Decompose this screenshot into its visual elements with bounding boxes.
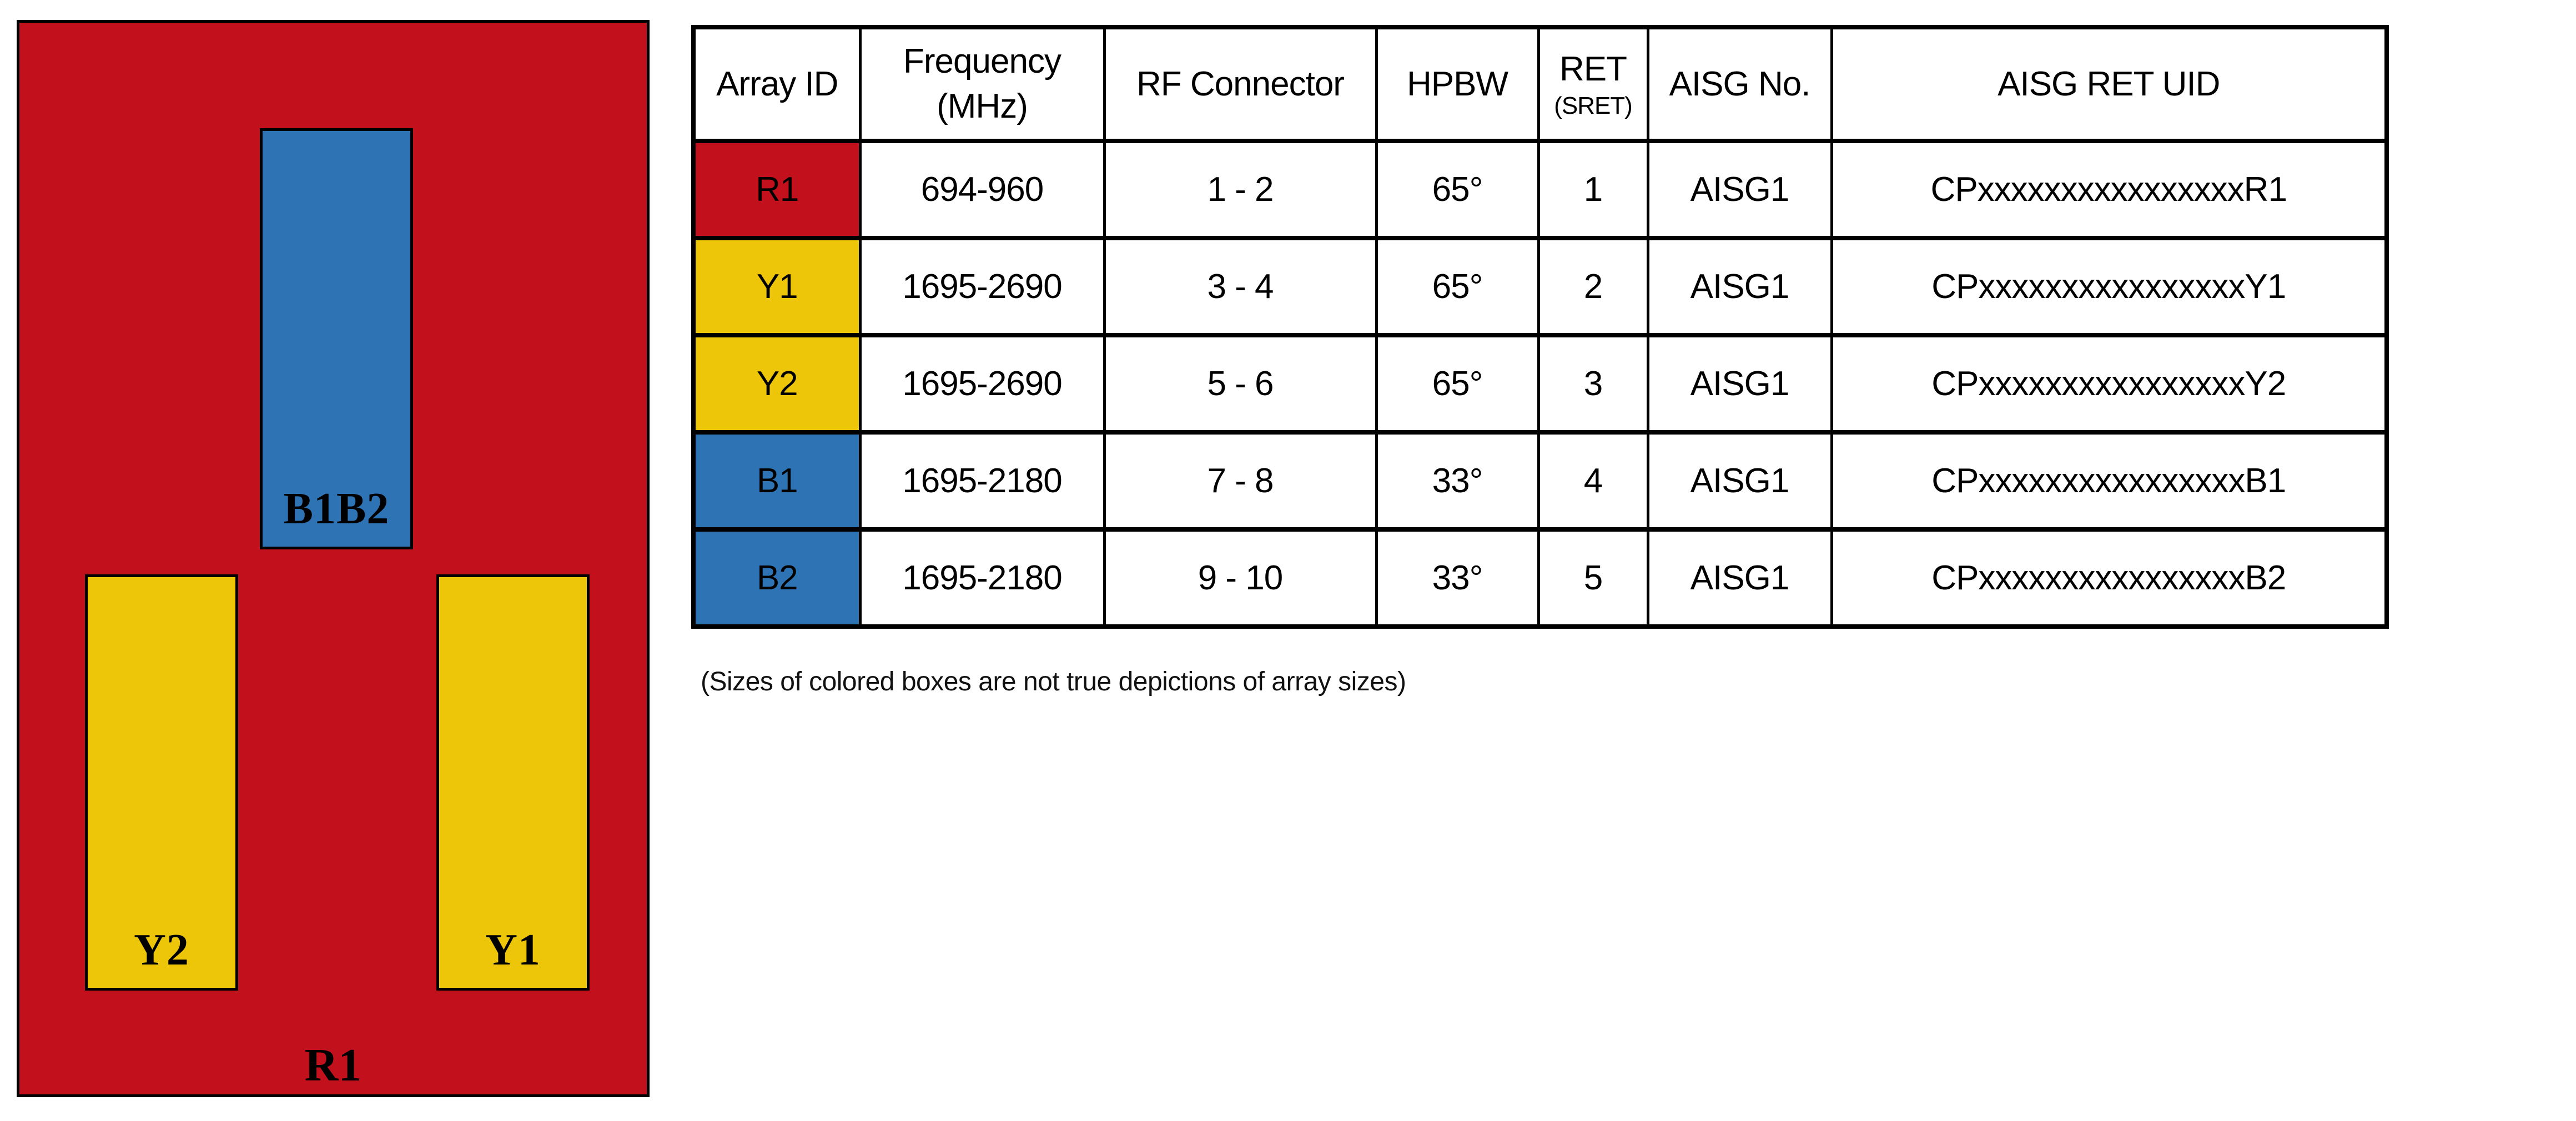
array-id-cell: R1 bbox=[692, 139, 862, 240]
aisg-ret-uid-cell: CPxxxxxxxxxxxxxxxxR1 bbox=[1830, 139, 2388, 240]
table-header-row: Array ID Frequency (MHz) RF Connector HP… bbox=[692, 25, 2388, 143]
frequency-cell: 694-960 bbox=[858, 139, 1106, 240]
array-box-y2: Y2 bbox=[85, 574, 238, 991]
col-header-aisg-ret-uid: AISG RET UID bbox=[1830, 25, 2388, 143]
col-header-frequency: Frequency (MHz) bbox=[858, 25, 1106, 143]
aisg-ret-uid-cell: CPxxxxxxxxxxxxxxxxB2 bbox=[1830, 527, 2388, 629]
array-base-r1-label: R1 bbox=[304, 1039, 362, 1091]
ret-cell: 3 bbox=[1537, 333, 1649, 435]
rf-connector-cell: 1 - 2 bbox=[1103, 139, 1378, 240]
col-header-hpbw: HPBW bbox=[1375, 25, 1540, 143]
frequency-header-line1: Frequency bbox=[903, 42, 1061, 80]
table-row-r1: R1 694-960 1 - 2 65° 1 AISG1 CPxxxxxxxxx… bbox=[692, 139, 2388, 240]
array-id-cell: Y2 bbox=[692, 333, 862, 435]
aisg-no-cell: AISG1 bbox=[1646, 430, 1833, 532]
table-row-b2: B2 1695-2180 9 - 10 33° 5 AISG1 CPxxxxxx… bbox=[692, 527, 2388, 629]
col-header-array-id: Array ID bbox=[692, 25, 862, 143]
frequency-cell: 1695-2180 bbox=[858, 430, 1106, 532]
aisg-no-cell: AISG1 bbox=[1646, 333, 1833, 435]
aisg-ret-uid-cell: CPxxxxxxxxxxxxxxxxB1 bbox=[1830, 430, 2388, 532]
array-box-b1b2-label: B1B2 bbox=[283, 484, 390, 533]
ret-cell: 4 bbox=[1537, 430, 1649, 532]
diagram-size-disclaimer: (Sizes of colored boxes are not true dep… bbox=[701, 667, 1406, 696]
frequency-cell: 1695-2690 bbox=[858, 333, 1106, 435]
array-id-cell: B2 bbox=[692, 527, 862, 629]
array-spec-table: Array ID Frequency (MHz) RF Connector HP… bbox=[691, 25, 2389, 629]
array-box-b1b2: B1B2 bbox=[260, 128, 413, 549]
antenna-array-diagram: B1B2 Y2 Y1 R1 bbox=[17, 20, 650, 1097]
frequency-cell: 1695-2690 bbox=[858, 236, 1106, 337]
frequency-cell: 1695-2180 bbox=[858, 527, 1106, 629]
hpbw-cell: 65° bbox=[1375, 333, 1540, 435]
ret-cell: 2 bbox=[1537, 236, 1649, 337]
array-id-cell: Y1 bbox=[692, 236, 862, 337]
hpbw-cell: 33° bbox=[1375, 430, 1540, 532]
aisg-ret-uid-cell: CPxxxxxxxxxxxxxxxxY2 bbox=[1830, 333, 2388, 435]
table-body: R1 694-960 1 - 2 65° 1 AISG1 CPxxxxxxxxx… bbox=[692, 139, 2388, 629]
frequency-header-line2: (MHz) bbox=[937, 87, 1028, 125]
rf-connector-cell: 9 - 10 bbox=[1103, 527, 1378, 629]
aisg-ret-uid-cell: CPxxxxxxxxxxxxxxxxY1 bbox=[1830, 236, 2388, 337]
aisg-no-cell: AISG1 bbox=[1646, 236, 1833, 337]
hpbw-cell: 65° bbox=[1375, 139, 1540, 240]
aisg-no-cell: AISG1 bbox=[1646, 139, 1833, 240]
aisg-no-cell: AISG1 bbox=[1646, 527, 1833, 629]
array-box-y1: Y1 bbox=[436, 574, 590, 991]
ret-cell: 5 bbox=[1537, 527, 1649, 629]
rf-connector-cell: 5 - 6 bbox=[1103, 333, 1378, 435]
rf-connector-cell: 7 - 8 bbox=[1103, 430, 1378, 532]
col-header-rf-connector: RF Connector bbox=[1103, 25, 1378, 143]
col-header-aisg-no: AISG No. bbox=[1646, 25, 1833, 143]
ret-header-line1: RET bbox=[1559, 49, 1627, 88]
hpbw-cell: 33° bbox=[1375, 527, 1540, 629]
ret-cell: 1 bbox=[1537, 139, 1649, 240]
table-row-y2: Y2 1695-2690 5 - 6 65° 3 AISG1 CPxxxxxxx… bbox=[692, 333, 2388, 435]
col-header-ret: RET (SRET) bbox=[1537, 25, 1649, 143]
array-box-y2-label: Y2 bbox=[134, 926, 189, 974]
hpbw-cell: 65° bbox=[1375, 236, 1540, 337]
table-row-y1: Y1 1695-2690 3 - 4 65° 2 AISG1 CPxxxxxxx… bbox=[692, 236, 2388, 337]
rf-connector-cell: 3 - 4 bbox=[1103, 236, 1378, 337]
array-box-y1-label: Y1 bbox=[485, 926, 541, 974]
ret-header-line2: (SRET) bbox=[1554, 92, 1633, 120]
array-id-cell: B1 bbox=[692, 430, 862, 532]
table-row-b1: B1 1695-2180 7 - 8 33° 4 AISG1 CPxxxxxxx… bbox=[692, 430, 2388, 532]
